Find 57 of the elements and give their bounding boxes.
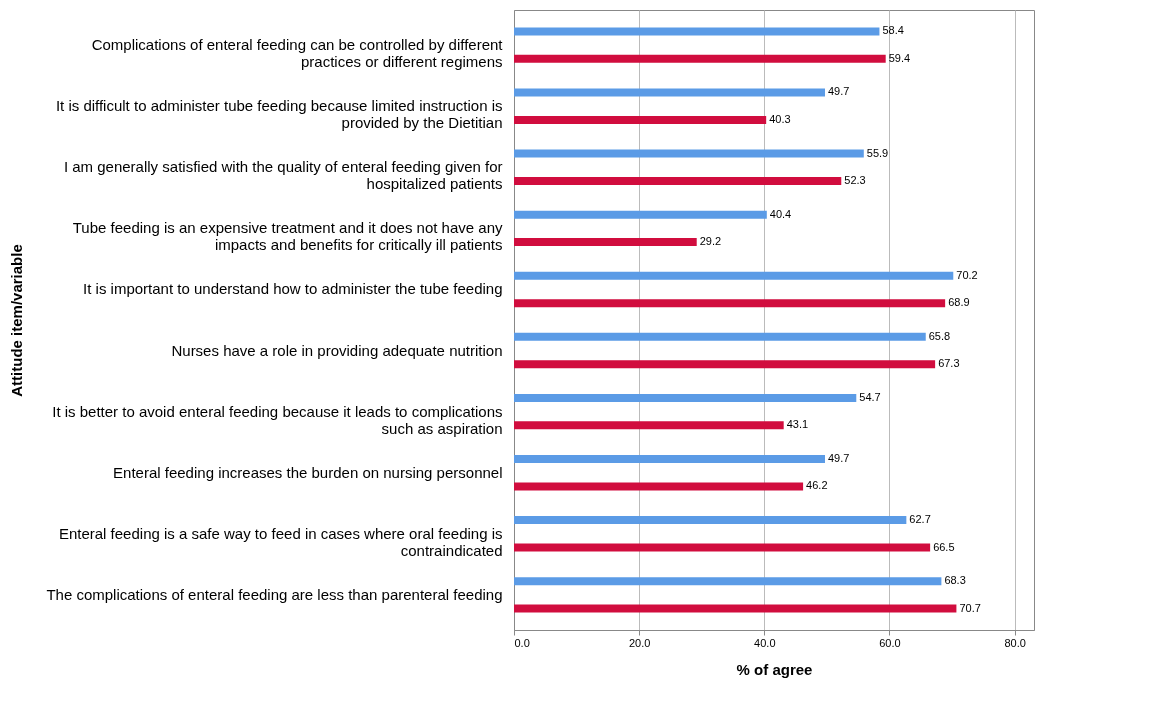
data-label: 58.4 — [882, 24, 904, 37]
data-label: 40.3 — [769, 112, 791, 125]
bar — [514, 332, 926, 341]
y-tick-label: It is difficult to administer tube feeding because limited instruction is provided by the Dietitian — [55, 97, 503, 132]
bar — [514, 88, 825, 97]
bar — [514, 177, 842, 186]
bar — [514, 115, 767, 124]
bar — [514, 360, 936, 369]
data-label: 65.8 — [928, 329, 951, 342]
data-label: 54.7 — [859, 390, 881, 403]
data-label: 68.9 — [948, 296, 970, 309]
y-tick-label: It is better to avoid enteral feeding because it leads to complications such as aspiration — [52, 402, 503, 437]
data-label: 29.2 — [699, 235, 722, 248]
y-tick-label: Enteral feeding increases the burden on nursing personnel — [113, 463, 503, 481]
x-axis-title: % of agree — [736, 660, 813, 678]
bar — [514, 271, 954, 280]
data-label: 52.3 — [844, 174, 866, 187]
y-axis-title: Attitude item/variable — [7, 244, 25, 397]
bar — [514, 543, 931, 552]
bar — [514, 604, 957, 613]
data-label: 55.9 — [866, 146, 889, 159]
data-label: 49.7 — [828, 85, 850, 98]
data-label: 43.1 — [786, 418, 809, 431]
data-label: 70.7 — [959, 601, 981, 614]
y-tick-label: It is important to understand how to administer the tube feeding — [83, 280, 503, 298]
data-label: 59.4 — [888, 51, 911, 64]
bar — [514, 238, 697, 247]
bar — [514, 149, 864, 158]
y-tick-label: Tube feeding is an expensive treatment and it does not have any impacts and benefits for critically ill patients — [72, 219, 503, 254]
bar — [514, 27, 880, 36]
bar — [514, 454, 825, 463]
bar — [514, 421, 784, 430]
y-tick-label: Complications of enteral feeding can be controlled by different practices or different regimens — [91, 36, 504, 71]
x-tick-label: 60.0 — [879, 636, 901, 649]
data-label: 62.7 — [909, 513, 931, 526]
bar — [514, 516, 907, 525]
bar — [514, 393, 857, 402]
bar — [514, 482, 804, 491]
x-tick-label: 80.0 — [1004, 636, 1026, 649]
y-tick-label: Enteral feeding is a safe way to feed in cases where oral feeding is contraindicated — [58, 524, 503, 559]
bar — [514, 54, 886, 63]
bar — [514, 299, 946, 308]
data-label: 49.7 — [828, 451, 850, 464]
data-label: 70.2 — [956, 268, 978, 281]
x-tick-label: 0.0 — [514, 636, 530, 649]
x-tick-label: 40.0 — [754, 636, 776, 649]
data-label: 67.3 — [938, 357, 960, 370]
bar — [514, 210, 767, 219]
data-label: 68.3 — [944, 574, 966, 587]
data-label: 66.5 — [933, 540, 955, 553]
bar — [514, 577, 942, 586]
x-tick-label: 20.0 — [628, 636, 651, 649]
y-tick-label: I am generally satisfied with the quality of enteral feeding given for hospitalized patients — [63, 158, 503, 193]
y-tick-label: The complications of enteral feeding are less than parenteral feeding — [46, 585, 503, 603]
data-label: 46.2 — [806, 479, 828, 492]
data-label: 40.4 — [769, 207, 792, 220]
y-tick-label: Nurses have a role in providing adequate nutrition — [171, 341, 503, 359]
